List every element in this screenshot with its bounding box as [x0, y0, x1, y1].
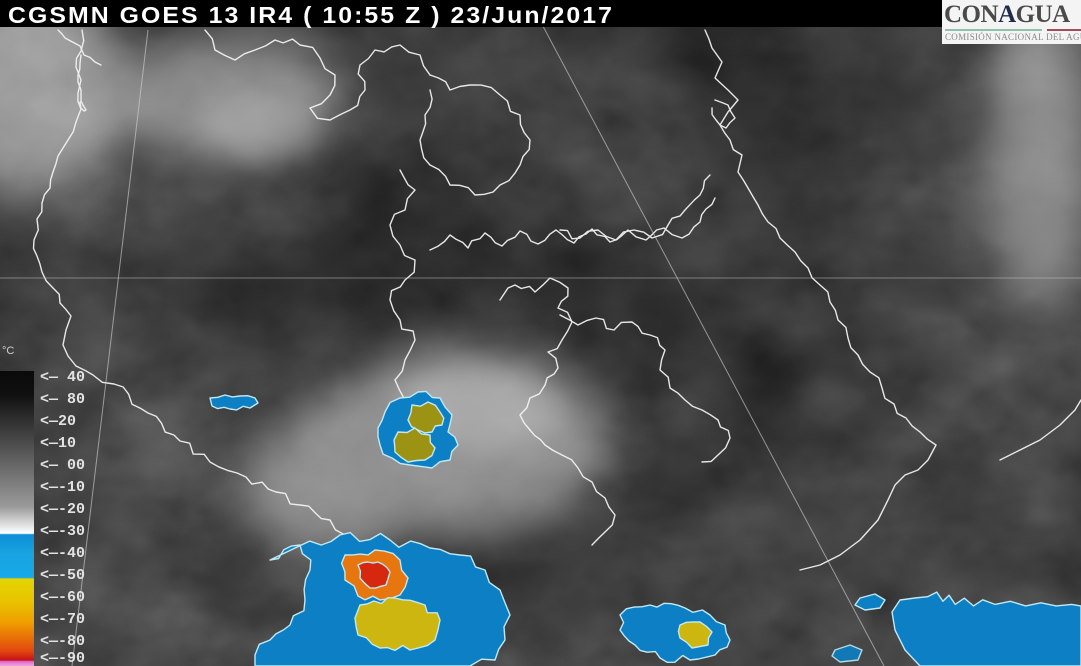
svg-text:<— 40: <— 40 [40, 369, 85, 386]
svg-text:<—-90: <—-90 [40, 650, 85, 666]
svg-text:<—10: <—10 [40, 435, 76, 452]
svg-text:<— 00: <— 00 [40, 457, 85, 474]
svg-text:<—-20: <—-20 [40, 501, 85, 518]
svg-text:<—-50: <—-50 [40, 567, 85, 584]
svg-text:<—-70: <—-70 [40, 611, 85, 628]
svg-text:<—-10: <—-10 [40, 479, 85, 496]
svg-text:<—-40: <—-40 [40, 545, 85, 562]
svg-text:<—-80: <—-80 [40, 633, 85, 650]
svg-text:<— 80: <— 80 [40, 391, 85, 408]
svg-text:<—-60: <—-60 [40, 589, 85, 606]
svg-text:<—-30: <—-30 [40, 523, 85, 540]
svg-text:<—20: <—20 [40, 413, 76, 430]
